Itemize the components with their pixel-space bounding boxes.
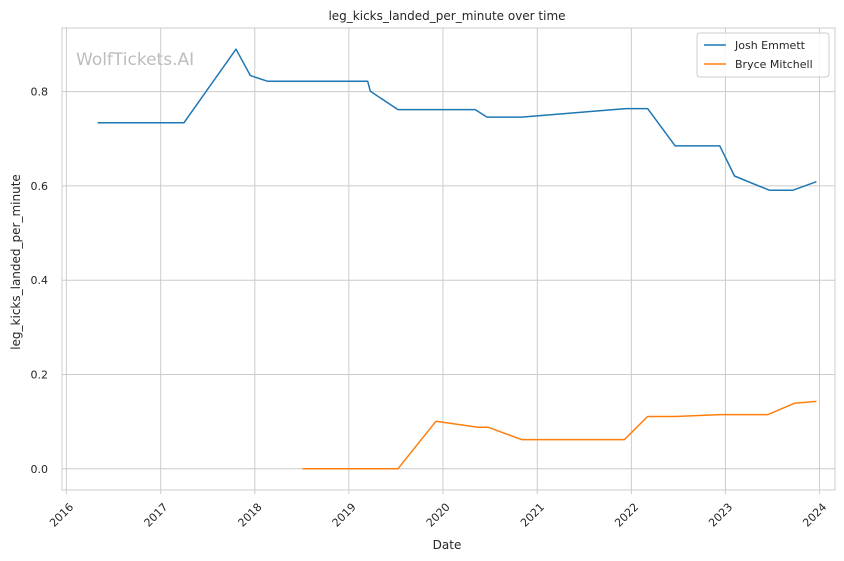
y-axis-ticks: 0.0 0.2 0.4 0.6 0.8 — [31, 86, 49, 476]
legend: Josh Emmett Bryce Mitchell — [696, 32, 830, 78]
y-tick-label: 0.4 — [31, 274, 49, 287]
chart-title: leg_kicks_landed_per_minute over time — [328, 9, 565, 23]
legend-label-josh-emmett: Josh Emmett — [734, 39, 806, 52]
x-axis-label: Date — [433, 538, 462, 552]
y-tick-label: 0.8 — [31, 86, 49, 99]
series-line-josh-emmett — [97, 48, 817, 191]
y-tick-label: 0.2 — [31, 369, 49, 382]
watermark: WolfTickets.AI — [76, 50, 194, 70]
series-group — [97, 48, 817, 470]
x-axis-ticks: 2016 2017 2018 2019 2020 2021 2022 2023 2024 — [47, 490, 829, 530]
legend-label-bryce-mitchell: Bryce Mitchell — [735, 58, 813, 71]
plot-frame — [61, 27, 836, 491]
y-axis-label: leg_kicks_landed_per_minute — [9, 174, 23, 350]
grid — [62, 28, 835, 490]
series-line-bryce-mitchell — [302, 400, 817, 470]
legend-box — [696, 32, 830, 78]
y-tick-label: 0.6 — [31, 180, 49, 193]
y-tick-label: 0.0 — [31, 463, 49, 476]
